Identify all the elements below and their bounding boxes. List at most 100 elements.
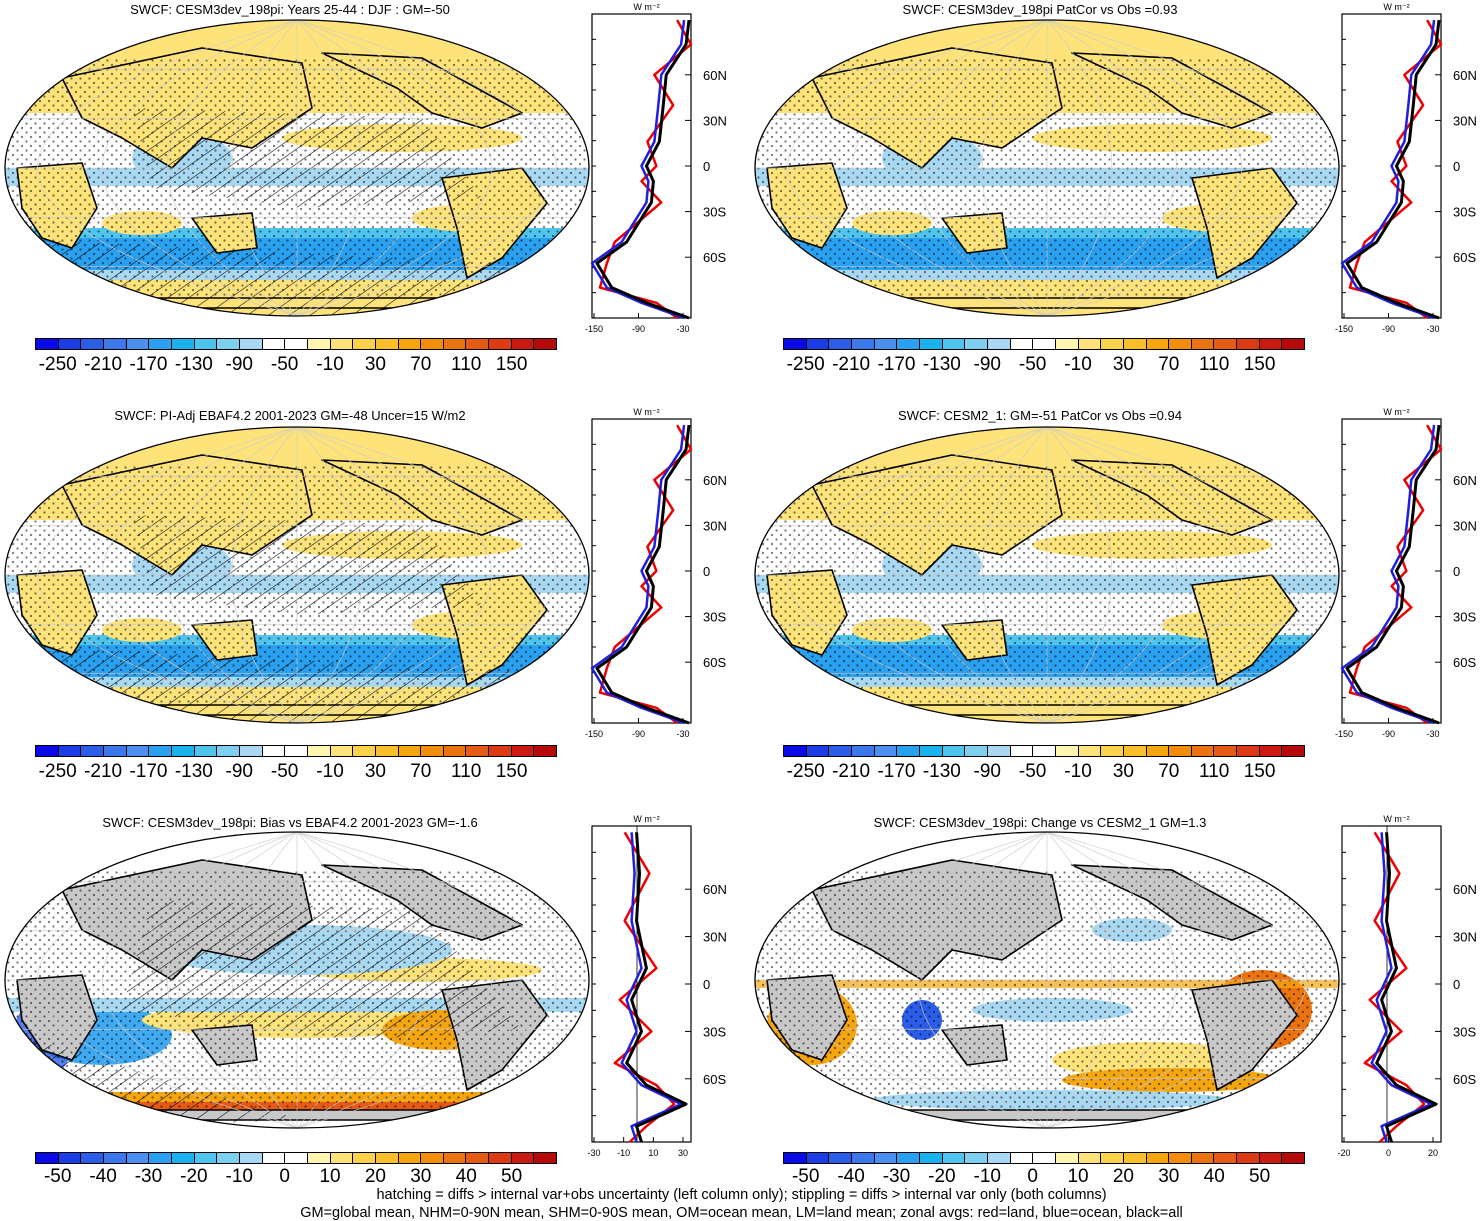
colorbar-tick-label: -30 (882, 1166, 911, 1187)
colorbar-tick-label: 40 (455, 1166, 477, 1187)
colorbar-tick-label: -250 (786, 354, 825, 375)
zonal-avg-plot-5: W m⁻² 60N 30N 0 30S 60S -30 -10 10 30 (587, 814, 727, 1158)
colorbar-tick-label: 30 (364, 761, 386, 782)
zonal-x-tick-label: 0 (1386, 1148, 1391, 1158)
zonal-lat-label: 30S (1453, 1024, 1476, 1039)
zonal-lat-label: 60N (1453, 68, 1477, 83)
panel-title-5: SWCF: CESM3dev_198pi: Bias vs EBAF4.2 20… (102, 815, 478, 830)
colorbar-tick-label: -90 (225, 354, 253, 375)
colorbar-tick-label: 20 (364, 1166, 386, 1187)
zonal-lat-label: 30S (703, 610, 726, 625)
zonal-x-tick-label: -90 (1382, 324, 1395, 334)
zonal-x-tick-label: -90 (632, 324, 645, 334)
colorbar-tick-label: 0 (279, 1166, 290, 1187)
colorbar-tick-label: -130 (174, 761, 213, 782)
zonal-avg-plot-2: W m⁻² 60N 30N 0 30S 60S -150 -90 -30 (1335, 2, 1477, 334)
colorbar-tick-label: -130 (174, 354, 213, 375)
zonal-x-tick-label: -30 (676, 729, 689, 739)
colorbar-tick-label: 70 (1158, 761, 1180, 782)
zonal-avg-plot-4: W m⁻² 60N 30N 0 30S 60S -150 -90 -30 (1335, 407, 1477, 739)
colorbar-tick-label: 0 (1027, 1166, 1038, 1187)
zonal-avg-plot-6: W m⁻² 60N 30N 0 30S 60S -20 0 20 (1337, 814, 1477, 1158)
colorbar-1 (35, 338, 557, 350)
zonal-x-tick-label: -150 (585, 324, 603, 334)
colorbar-tick-label: -50 (270, 354, 299, 375)
zonal-unit-label: W m⁻² (633, 2, 659, 12)
zonal-lat-label: 30N (1453, 518, 1477, 533)
zonal-lat-label: 60S (1453, 1072, 1476, 1087)
colorbar-tick-label: -10 (225, 1166, 253, 1187)
colorbar-tick-label: 70 (1158, 354, 1180, 375)
colorbar-tick-label: -170 (129, 354, 168, 375)
colorbar-tick-label: -210 (84, 354, 123, 375)
colorbar-tick-label: -10 (1064, 761, 1092, 782)
zonal-x-tick-label: -150 (1335, 729, 1353, 739)
panel-title-2: SWCF: CESM3dev_198pi PatCor vs Obs =0.93 (902, 2, 1178, 17)
zonal-lat-label: 30S (703, 1024, 726, 1039)
colorbar-tick-label: -130 (922, 761, 961, 782)
colorbar-tick-label: -50 (1018, 354, 1047, 375)
colorbar-3 (35, 745, 557, 757)
colorbar-tick-label: 110 (1199, 761, 1230, 782)
colorbar-tick-label: 70 (410, 761, 432, 782)
zonal-lat-label: 60N (1453, 473, 1477, 488)
colorbar-tick-label: 10 (1067, 1166, 1089, 1187)
colorbar-tick-label: -50 (791, 1166, 820, 1187)
colorbar-tick-label: 70 (410, 354, 432, 375)
colorbar-tick-label: -90 (973, 354, 1001, 375)
colorbar-tick-label: -90 (225, 761, 253, 782)
zonal-lat-label: 60N (1453, 882, 1477, 897)
colorbar-tick-label: -50 (1018, 761, 1047, 782)
zonal-lat-label: 30N (703, 930, 727, 945)
colorbar-tick-label: -250 (786, 761, 825, 782)
colorbar-tick-label: 110 (1199, 354, 1230, 375)
footer-note-hatching: hatching = diffs > internal var+obs unce… (376, 1187, 1107, 1203)
colorbar-tick-label: -50 (43, 1166, 72, 1187)
zonal-unit-label: W m⁻² (1383, 407, 1409, 417)
zonal-lat-label: 60N (703, 882, 727, 897)
colorbar-tick-label: 150 (1243, 354, 1276, 375)
colorbar-tick-label: 30 (410, 1166, 432, 1187)
colorbar-tick-label: -30 (134, 1166, 163, 1187)
colorbar-tick-label: -10 (316, 354, 344, 375)
zonal-lat-label: 60N (703, 68, 727, 83)
colorbar-tick-label: 150 (495, 761, 528, 782)
colorbar-tick-label: -10 (1064, 354, 1092, 375)
swcf-map-change (754, 831, 1340, 1129)
colorbar-tick-label: -20 (180, 1166, 208, 1187)
zonal-x-tick-label: -150 (1335, 324, 1353, 334)
panel-title-4: SWCF: CESM2_1: GM=-51 PatCor vs Obs =0.9… (898, 408, 1182, 423)
colorbar-tick-label: 10 (319, 1166, 341, 1187)
colorbar-tick-label: 30 (1112, 354, 1134, 375)
zonal-x-tick-label: -20 (1337, 1148, 1350, 1158)
zonal-lat-label: 30N (1453, 930, 1477, 945)
zonal-avg-plot-1: W m⁻² 60N 30N 0 30S 60S -150 -90 -30 (585, 2, 727, 334)
colorbar-tick-label: 150 (1243, 761, 1276, 782)
zonal-x-tick-label: -90 (632, 729, 645, 739)
zonal-x-tick-label: -30 (1426, 324, 1439, 334)
colorbar-tick-label: -40 (837, 1166, 865, 1187)
colorbar-tick-label: -50 (270, 761, 299, 782)
zonal-lat-label: 30S (1453, 205, 1476, 220)
panel-title-1: SWCF: CESM3dev_198pi: Years 25-44 : DJF … (130, 2, 450, 17)
zonal-x-tick-label: 10 (648, 1148, 658, 1158)
colorbar-tick-label: 50 (501, 1166, 523, 1187)
zonal-x-tick-label: -90 (1382, 729, 1395, 739)
zonal-lat-label: 0 (703, 159, 710, 174)
colorbar-tick-label: -10 (973, 1166, 1001, 1187)
colorbar-labels-5: -50 -40 -30 -20 -10 0 10 20 30 40 50 (35, 1166, 557, 1188)
colorbar-6 (783, 1152, 1305, 1164)
zonal-lat-label: 0 (1453, 977, 1460, 992)
colorbar-tick-label: -210 (832, 354, 871, 375)
zonal-lat-label: 0 (1453, 564, 1460, 579)
colorbar-tick-label: 40 (1203, 1166, 1225, 1187)
zonal-unit-label: W m⁻² (633, 407, 659, 417)
colorbar-labels-3: -250 -210 -170 -130 -90 -50 -10 30 70 110 150 (35, 761, 557, 783)
zonal-x-tick-label: -30 (676, 324, 689, 334)
zonal-x-tick-label: -150 (585, 729, 603, 739)
zonal-avg-plot-3: W m⁻² 60N 30N 0 30S 60S -150 -90 -30 (585, 407, 727, 739)
colorbar-tick-label: -10 (316, 761, 344, 782)
colorbar-tick-label: -90 (973, 761, 1001, 782)
zonal-lat-label: 30S (1453, 610, 1476, 625)
zonal-x-tick-label: 30 (678, 1148, 688, 1158)
